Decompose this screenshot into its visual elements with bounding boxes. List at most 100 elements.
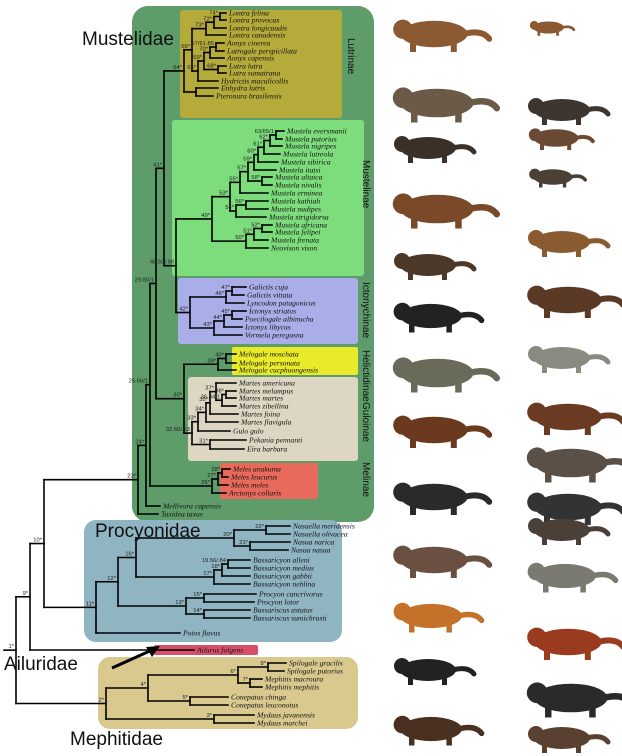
support-label: 52* bbox=[251, 223, 260, 229]
taxon-label: Mustela nigripes bbox=[284, 142, 336, 151]
taxon-label: Enhydra lutris bbox=[220, 84, 265, 93]
ictonychinae-label: Ictonychinae bbox=[360, 282, 371, 339]
taxon-label: Mustela nivalis bbox=[274, 181, 322, 190]
taxon-label: Mydaus marchei bbox=[256, 719, 308, 728]
taxon-label: Lyncodon patagonicus bbox=[246, 299, 316, 308]
wolverine-icon bbox=[527, 402, 622, 435]
support-label: 22* bbox=[255, 524, 264, 530]
support-label: 4* bbox=[141, 682, 147, 688]
red-panda-icon bbox=[393, 715, 485, 746]
taxon-label: Mustela kathiah bbox=[270, 197, 320, 206]
taxon-label: Lontra canadensis bbox=[228, 31, 285, 40]
taxon-label: Lutra lutra bbox=[228, 62, 263, 71]
support-label: 61* bbox=[253, 141, 262, 147]
support-label: 49* bbox=[201, 213, 210, 219]
support-label: 58* bbox=[251, 175, 260, 181]
taxon-label: Bassaricyon gabbii bbox=[253, 572, 312, 581]
ferret-badger-2-icon bbox=[393, 415, 493, 448]
support-label: 72* bbox=[203, 16, 212, 22]
taxon-label: Mellivora capensis bbox=[162, 502, 221, 511]
taxon-label: Aonyx capensis bbox=[226, 54, 274, 63]
spotted-skunk-icon bbox=[527, 492, 622, 525]
support-label: 36.84/1 bbox=[201, 394, 220, 400]
support-label: 39* bbox=[207, 358, 216, 364]
procyonidae-label: Procyonidae bbox=[95, 521, 201, 542]
support-label: 8* bbox=[261, 661, 267, 667]
eurasian-badger-icon bbox=[393, 545, 493, 578]
support-label: 38* bbox=[215, 389, 224, 395]
taxon-label: Melogale cucphuongensis bbox=[238, 366, 318, 375]
support-label: 29.80/1 bbox=[135, 277, 154, 283]
taxon-label: Mustela nudipes bbox=[270, 205, 321, 214]
taxon-label: Lutra sumatrana bbox=[228, 69, 280, 78]
taxon-label: Meles leucurus bbox=[230, 473, 277, 482]
support-label: 32.60/.53 bbox=[166, 427, 190, 433]
taxon-label: Galictis vittata bbox=[247, 291, 293, 300]
taxon-label: Gulo gulo bbox=[233, 427, 264, 436]
support-label: 68* bbox=[207, 64, 216, 70]
lutrinae-label: Lutrinae bbox=[345, 38, 356, 75]
taxon-label: Neovison vison bbox=[270, 244, 317, 253]
support-label: 9* bbox=[23, 591, 29, 597]
support-label: 5* bbox=[183, 695, 189, 701]
taxon-label: Mustela strigidorsa bbox=[268, 213, 329, 222]
taxon-label: Mustela sibirica bbox=[280, 158, 331, 167]
support-label: 69* bbox=[193, 55, 202, 61]
ailuridae-box bbox=[154, 645, 258, 655]
support-label: 53* bbox=[219, 191, 228, 197]
grison-icon bbox=[393, 302, 485, 333]
support-label: 44* bbox=[213, 315, 222, 321]
taxon-label: Pteronura brasilensis bbox=[215, 92, 282, 101]
support-label: 59* bbox=[243, 156, 252, 162]
support-label: 11* bbox=[86, 601, 95, 607]
taxon-label: Mustela africana bbox=[274, 221, 327, 230]
stink-badger-icon bbox=[528, 518, 611, 545]
taxon-label: Mustela itatsi bbox=[278, 166, 321, 175]
taxon-label: Pekania pennanti bbox=[248, 436, 302, 445]
tree-branches bbox=[3, 12, 291, 724]
taxon-label: Martes foina bbox=[240, 410, 280, 419]
support-label: 2* bbox=[99, 698, 105, 704]
lutrinae-box bbox=[180, 10, 342, 118]
ferret-badger-icon bbox=[528, 346, 611, 373]
taxon-label: Hydrictis maculicollis bbox=[220, 77, 288, 86]
support-label: 62* bbox=[259, 135, 268, 141]
taxon-label: Procyon cancrivorus bbox=[258, 590, 323, 599]
support-label: 67/61.85 bbox=[191, 41, 214, 47]
support-label: 65* bbox=[187, 65, 196, 71]
coati-icon bbox=[527, 627, 622, 660]
guloinae-label: Guloinae bbox=[360, 402, 371, 442]
support-label: 20* bbox=[223, 532, 232, 538]
taxon-label: Nasuella meridensis bbox=[292, 522, 355, 531]
taxon-label: Martes americana bbox=[238, 379, 295, 388]
support-label: 30* bbox=[173, 393, 182, 399]
taxon-label: Ailurus fulgens bbox=[196, 646, 243, 655]
ictonychinae-box bbox=[178, 278, 358, 344]
support-label: 3* bbox=[207, 713, 213, 719]
support-label: 63/65/1 bbox=[255, 129, 274, 135]
melinae-label: Melinae bbox=[360, 462, 371, 497]
taxon-label: Bassariscus astutus bbox=[253, 606, 313, 615]
taxon-label: Procyon lotor bbox=[256, 598, 299, 607]
support-label: 13* bbox=[175, 600, 184, 606]
otter-icon bbox=[393, 19, 493, 52]
mink-icon bbox=[394, 136, 477, 163]
taxon-label: Mephitis mephitis bbox=[264, 683, 319, 692]
taxon-label: Potos flavus bbox=[182, 629, 220, 638]
taxon-label: Aonyx cinerea bbox=[226, 39, 271, 48]
support-label: 66* bbox=[181, 44, 190, 50]
support-label: 25.66/1 bbox=[129, 379, 148, 385]
mustelinae-label: Mustelinae bbox=[360, 160, 371, 209]
taxon-label: Mustela frenata bbox=[270, 236, 319, 245]
helictidinae-label: Helictidinae bbox=[360, 350, 371, 402]
support-label: 19.56/.84 bbox=[202, 558, 227, 564]
mustelidae-label: Mustelidae bbox=[82, 29, 174, 50]
taxon-label: Martes zibellina bbox=[238, 402, 289, 411]
taxon-label: Bassaricyon neblina bbox=[253, 580, 315, 589]
taxon-label: Melogale personata bbox=[238, 359, 300, 368]
ailuridae-arrowhead bbox=[146, 646, 160, 657]
support-label: 14* bbox=[193, 608, 202, 614]
taxon-label: Martes flavigula bbox=[240, 418, 292, 427]
support-label: 35* bbox=[199, 397, 208, 403]
taxon-label: Spilogale putorius bbox=[287, 667, 343, 676]
